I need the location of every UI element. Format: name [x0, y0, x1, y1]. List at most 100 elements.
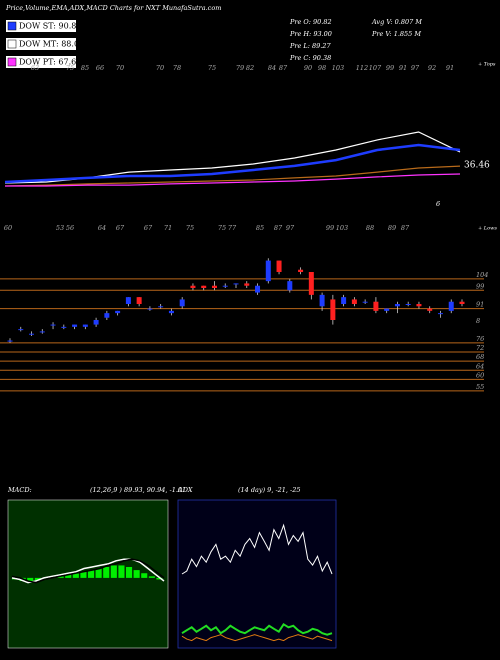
macd-bar [103, 566, 110, 578]
legend-swatch [7, 21, 17, 31]
panel-label: + Lows [478, 226, 497, 232]
stat: Avg V: 0.807 M [371, 18, 422, 26]
candle-body [93, 320, 99, 325]
legend-box [6, 38, 76, 50]
macd-bar [118, 565, 125, 578]
candle-body [319, 294, 325, 307]
low-label: 97 [286, 224, 295, 232]
top-label: 98 [318, 64, 326, 72]
candle-body [136, 297, 142, 304]
candle-body [394, 304, 400, 307]
candle-body [244, 283, 250, 286]
top-label: 87 [279, 64, 288, 72]
candle-body [39, 331, 45, 333]
candle-body [222, 285, 228, 287]
macd-line [11, 558, 165, 584]
candle-body [179, 299, 185, 307]
top-label: 91 [446, 64, 454, 72]
top-label: 82 [246, 64, 254, 72]
low-label: 71 [164, 224, 172, 232]
y-tick-label: 91 [476, 301, 484, 309]
top-label: 75 [208, 64, 216, 72]
low-label: 64 [98, 224, 106, 232]
legend-label: DOW ST: 90.87 [19, 22, 81, 31]
annotation: 6 [436, 200, 440, 208]
top-label: 78 [173, 64, 181, 72]
candle-body [61, 326, 67, 328]
top-label: 97 [411, 64, 420, 72]
panel-title: MACD: [7, 486, 32, 494]
top-label: 84 [268, 64, 276, 72]
candle-body [255, 285, 261, 293]
candle-body [125, 297, 131, 304]
y-tick-label: 68 [476, 353, 484, 361]
y-tick-label: 72 [476, 344, 484, 352]
low-label: 85 [256, 224, 264, 232]
adx-line [181, 622, 333, 636]
low-label: 87 [274, 224, 283, 232]
macd-bar [80, 571, 87, 578]
low-label: 60 [4, 224, 12, 232]
candle-body [384, 308, 390, 311]
ema-line [4, 165, 461, 187]
macd-bar [88, 570, 95, 578]
low-label: 99 [326, 224, 334, 232]
stat: Pre O: 90.82 [289, 18, 332, 26]
low-label: 103 [336, 224, 348, 232]
macd-bar [133, 570, 140, 578]
panel-title: ADX [177, 486, 193, 494]
low-label: 75 [218, 224, 226, 232]
stat: Pre H: 93.00 [289, 30, 332, 38]
candle-body [265, 260, 271, 282]
y-tick-label: 76 [476, 335, 484, 343]
macd-bar [34, 577, 41, 582]
y-tick-label: 60 [476, 371, 484, 379]
adx-line [181, 634, 333, 642]
low-label: 88 [366, 224, 374, 232]
y-tick-label: 99 [476, 282, 484, 290]
candle-body [405, 304, 411, 305]
candle-body [416, 304, 422, 307]
low-label: 89 [388, 224, 396, 232]
top-label: 79 [236, 64, 244, 72]
candle-body [308, 272, 314, 295]
candle-body [104, 313, 110, 318]
annotation: 36.46 [464, 161, 490, 171]
legend-swatch [7, 39, 17, 49]
top-label: 85 [81, 64, 89, 72]
top-label: 99 [386, 64, 394, 72]
page-title: Price,Volume,EMA,ADX,MACD Charts for NXT… [5, 4, 221, 12]
candle-body [190, 285, 196, 288]
top-label: 92 [428, 64, 436, 72]
candle-body [373, 301, 379, 311]
candle-body [201, 285, 207, 288]
macd-bar [126, 566, 133, 578]
annotation: 8 [476, 317, 480, 325]
macd-bar [65, 574, 72, 578]
candle-body [50, 324, 56, 326]
stat: Pre L: 89.27 [289, 42, 331, 50]
macd-line [11, 558, 165, 584]
top-label: 103 [332, 64, 344, 72]
candle-body [18, 329, 24, 331]
top-label: 70 [156, 64, 164, 72]
panel-subtitle: (12,26,9 ) 89.93, 90.94, -1.01 [90, 486, 186, 494]
macd-bar [148, 576, 155, 578]
candle-body [459, 301, 465, 304]
legend-box [6, 20, 76, 32]
panel-frame [177, 499, 337, 649]
low-label: 67 [144, 224, 153, 232]
y-tick-label: 104 [476, 271, 488, 279]
y-tick-label: 64 [476, 362, 484, 370]
macd-bar [141, 573, 148, 578]
candle-body [72, 324, 78, 327]
panel-label: + Tops [478, 62, 496, 68]
candle-body [233, 283, 239, 285]
macd-bar [95, 568, 102, 578]
candle-body [211, 285, 217, 288]
low-label: 87 [401, 224, 410, 232]
candle-body [427, 308, 433, 311]
candle-body [287, 281, 293, 291]
low-label: 53 [56, 224, 64, 232]
